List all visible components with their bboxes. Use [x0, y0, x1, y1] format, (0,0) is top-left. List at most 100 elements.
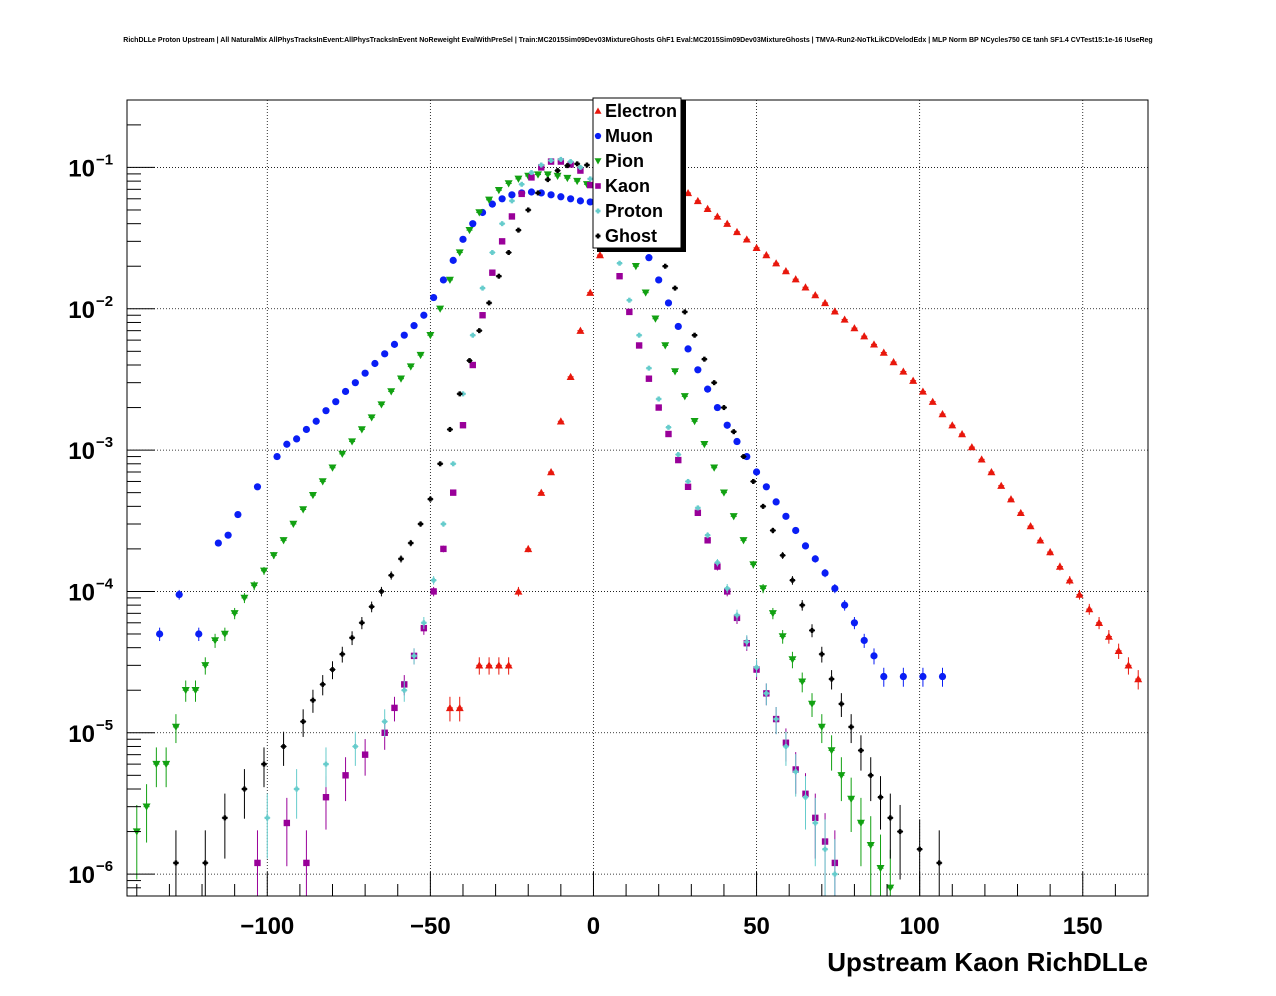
data-point — [407, 539, 414, 547]
data-point — [357, 426, 366, 434]
data-marker — [909, 376, 918, 384]
data-point — [1055, 562, 1064, 571]
data-point — [494, 657, 503, 675]
data-point — [241, 769, 248, 819]
data-point — [352, 731, 359, 766]
data-point — [515, 227, 522, 233]
data-point — [821, 298, 830, 307]
data-marker — [382, 719, 388, 725]
data-point — [348, 438, 357, 446]
data-marker — [489, 250, 495, 256]
data-point — [828, 670, 835, 690]
data-marker — [759, 585, 768, 593]
data-marker — [675, 456, 682, 464]
data-point — [636, 332, 643, 338]
data-point — [576, 197, 585, 205]
data-marker — [440, 521, 446, 527]
data-point — [368, 601, 375, 613]
data-marker — [411, 653, 417, 659]
data-point — [557, 156, 564, 162]
data-marker — [283, 819, 291, 827]
data-marker — [361, 751, 369, 758]
data-point — [351, 379, 359, 387]
data-marker — [504, 661, 513, 669]
data-marker — [665, 430, 672, 438]
data-marker — [469, 361, 476, 369]
data-marker — [455, 703, 464, 712]
data-point — [948, 421, 957, 429]
data-marker — [1065, 576, 1074, 584]
data-marker — [732, 227, 741, 236]
data-point — [837, 757, 846, 802]
data-point — [732, 227, 741, 236]
data-point — [195, 627, 203, 642]
data-marker — [341, 387, 350, 396]
data-marker — [289, 520, 298, 529]
data-point — [377, 401, 386, 409]
data-marker — [850, 619, 859, 627]
data-marker — [685, 478, 691, 484]
data-point — [798, 672, 807, 693]
data-point — [773, 707, 780, 735]
data-point — [162, 747, 171, 788]
data-marker — [739, 537, 748, 545]
data-point — [514, 175, 523, 183]
data-marker — [782, 512, 790, 520]
data-marker — [302, 425, 311, 434]
data-point — [938, 410, 947, 418]
data-point — [887, 793, 894, 859]
data-marker — [469, 220, 477, 228]
data-point — [586, 198, 594, 206]
data-marker — [917, 846, 923, 852]
data-point — [214, 539, 222, 547]
y-tick-base: 10 — [68, 155, 95, 182]
data-marker — [742, 235, 751, 243]
data-point — [446, 426, 453, 432]
data-marker — [498, 195, 506, 203]
data-point — [469, 220, 477, 228]
y-tick-exponent: −4 — [96, 575, 114, 592]
data-point — [1134, 670, 1143, 690]
data-marker — [710, 464, 719, 472]
data-marker — [811, 291, 820, 299]
data-marker — [475, 209, 484, 217]
data-point — [300, 709, 307, 737]
data-point — [573, 177, 582, 186]
data-point — [430, 586, 437, 597]
data-point — [802, 776, 809, 830]
data-marker — [201, 662, 210, 670]
data-marker — [485, 661, 494, 669]
data-marker — [241, 786, 247, 792]
data-point — [417, 521, 424, 527]
data-marker — [445, 276, 454, 284]
data-point — [840, 315, 849, 323]
data-point — [830, 307, 839, 315]
data-marker — [744, 639, 750, 645]
data-marker — [674, 322, 682, 331]
y-tick-label: 10 −2 — [68, 293, 113, 324]
data-marker — [420, 311, 428, 319]
data-point — [672, 285, 679, 291]
data-point — [543, 171, 552, 179]
data-marker — [568, 159, 574, 165]
data-marker — [967, 443, 976, 451]
data-point — [280, 731, 287, 766]
data-marker — [821, 298, 830, 307]
data-marker — [401, 687, 407, 693]
data-point — [661, 342, 670, 350]
data-marker — [447, 426, 453, 432]
data-marker — [211, 637, 220, 645]
data-marker — [437, 461, 443, 467]
data-marker — [821, 569, 829, 577]
data-marker — [762, 251, 771, 259]
data-marker — [421, 620, 427, 626]
data-marker — [279, 537, 288, 545]
data-point — [967, 443, 976, 451]
data-point — [671, 368, 680, 376]
data-marker — [250, 582, 259, 590]
data-marker — [459, 235, 467, 243]
data-marker — [494, 661, 503, 669]
data-point — [583, 162, 590, 168]
data-marker — [514, 175, 523, 183]
data-marker — [528, 170, 534, 176]
